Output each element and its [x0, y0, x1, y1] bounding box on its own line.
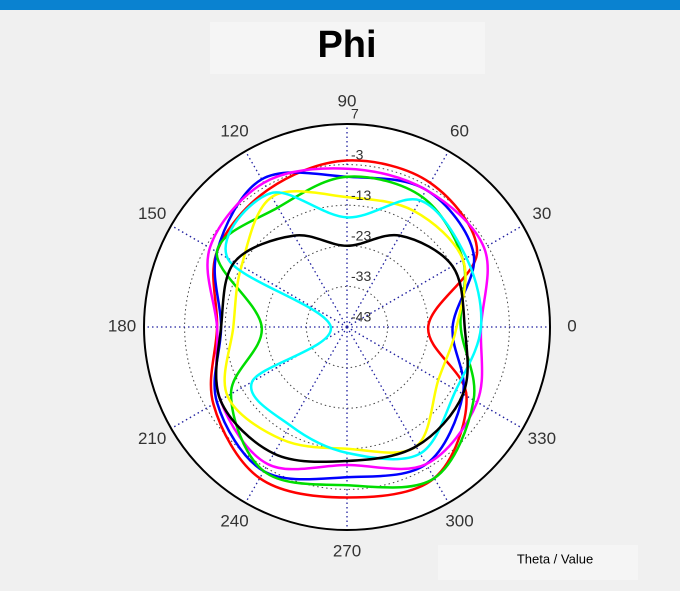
- theta-tick-label: 0: [567, 316, 576, 335]
- theta-tick-label: 300: [445, 511, 473, 530]
- series-line: [206, 167, 489, 471]
- theta-tick-label: 270: [333, 541, 361, 560]
- series-line: [224, 191, 483, 461]
- theta-tick-label: 30: [532, 204, 551, 223]
- outer-circle: [143, 123, 551, 531]
- theta-tick-label: 150: [138, 204, 166, 223]
- r-tick-label: -33: [351, 268, 371, 284]
- r-tick-label: -13: [351, 187, 371, 203]
- theta-tick-label: 330: [528, 429, 556, 448]
- r-tick-label: 7: [351, 106, 359, 122]
- top-bar: [0, 0, 680, 10]
- series-line: [214, 233, 469, 464]
- chart-title: Phi: [317, 24, 376, 66]
- theta-tick-label: 60: [450, 122, 469, 141]
- theta-tick-label: 240: [220, 511, 248, 530]
- r-tick-label: -23: [351, 228, 371, 244]
- theta-tick-label: 90: [338, 91, 357, 110]
- theta-tick-label: 210: [138, 429, 166, 448]
- label-box: [438, 545, 638, 580]
- r-tick-label: -3: [351, 146, 364, 162]
- axis-label: Theta / Value: [517, 551, 593, 566]
- theta-tick-label: 180: [108, 316, 136, 335]
- theta-tick-label: 120: [220, 122, 248, 141]
- series-line: [215, 175, 476, 489]
- title-box: [210, 22, 485, 74]
- r-tick-label: -43: [351, 309, 371, 325]
